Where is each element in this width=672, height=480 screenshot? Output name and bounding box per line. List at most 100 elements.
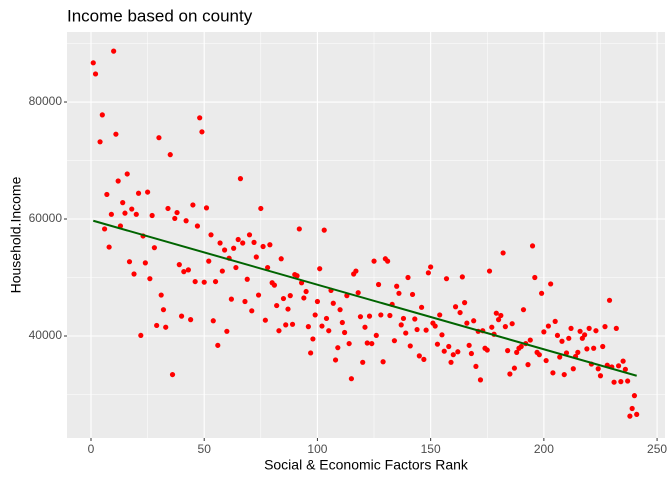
- point: [212, 278, 219, 285]
- point: [339, 319, 345, 326]
- point: [582, 332, 588, 338]
- point: [274, 302, 280, 309]
- point: [203, 205, 210, 211]
- point: [289, 321, 296, 327]
- point: [122, 210, 128, 216]
- point: [548, 281, 554, 287]
- point: [287, 293, 293, 299]
- point: [457, 309, 463, 316]
- point: [242, 298, 248, 305]
- point: [158, 292, 164, 298]
- point: [464, 320, 470, 326]
- point: [538, 290, 545, 296]
- point: [172, 215, 178, 222]
- point: [303, 288, 309, 295]
- point: [561, 371, 567, 378]
- point: [104, 191, 110, 198]
- point: [380, 359, 386, 365]
- point: [441, 348, 447, 354]
- point: [416, 353, 422, 359]
- point: [407, 343, 413, 349]
- point: [323, 315, 330, 322]
- point: [135, 190, 142, 196]
- point: [221, 247, 228, 253]
- point: [471, 318, 477, 324]
- point: [520, 307, 527, 313]
- point: [249, 308, 255, 314]
- point: [169, 371, 176, 378]
- point: [631, 393, 638, 399]
- point: [552, 318, 558, 324]
- point: [251, 239, 257, 245]
- point: [233, 264, 239, 271]
- point: [493, 310, 499, 316]
- point: [160, 307, 167, 313]
- point: [611, 379, 617, 385]
- point: [276, 328, 282, 334]
- point: [509, 321, 515, 327]
- point: [308, 350, 314, 356]
- point: [375, 281, 382, 288]
- point: [283, 322, 289, 328]
- point: [231, 245, 237, 251]
- point: [355, 290, 361, 296]
- point: [280, 295, 287, 302]
- point: [199, 129, 205, 135]
- point: [194, 223, 201, 229]
- point: [498, 312, 504, 319]
- point: [319, 323, 325, 329]
- point: [396, 290, 402, 296]
- point: [296, 226, 302, 232]
- point: [502, 324, 508, 330]
- point: [525, 362, 531, 368]
- point: [615, 363, 622, 369]
- point: [129, 206, 135, 212]
- point: [149, 212, 155, 219]
- point: [387, 312, 393, 319]
- x-tick-label: 100: [307, 442, 327, 456]
- point: [602, 324, 608, 330]
- point: [348, 376, 354, 382]
- y-tick-label: 80000: [29, 94, 63, 108]
- point: [577, 328, 583, 334]
- point: [586, 325, 592, 331]
- point: [568, 325, 574, 331]
- point: [330, 300, 336, 306]
- point: [124, 171, 130, 177]
- point: [346, 340, 352, 347]
- point: [197, 115, 203, 121]
- point: [190, 202, 196, 208]
- point: [620, 358, 626, 364]
- point: [428, 264, 434, 270]
- point: [174, 209, 180, 216]
- point: [108, 211, 114, 217]
- point: [514, 349, 520, 355]
- point: [145, 189, 151, 195]
- point: [99, 112, 105, 118]
- point: [301, 295, 307, 301]
- point: [489, 324, 495, 330]
- chart-title: Income based on county: [67, 6, 253, 25]
- point: [385, 258, 391, 264]
- point: [240, 240, 246, 246]
- point: [219, 268, 225, 274]
- point: [101, 226, 108, 232]
- point: [147, 276, 153, 282]
- point: [473, 363, 479, 370]
- point: [165, 205, 171, 212]
- point: [364, 340, 370, 346]
- point: [448, 359, 454, 365]
- point: [314, 298, 321, 305]
- point: [446, 343, 452, 350]
- point: [357, 314, 364, 320]
- point: [450, 352, 456, 358]
- point: [466, 342, 472, 348]
- point: [181, 269, 187, 275]
- point: [201, 279, 207, 285]
- point: [584, 346, 590, 352]
- point: [545, 323, 551, 329]
- point: [253, 254, 259, 260]
- point: [294, 273, 300, 279]
- point: [518, 343, 524, 350]
- point: [111, 48, 117, 54]
